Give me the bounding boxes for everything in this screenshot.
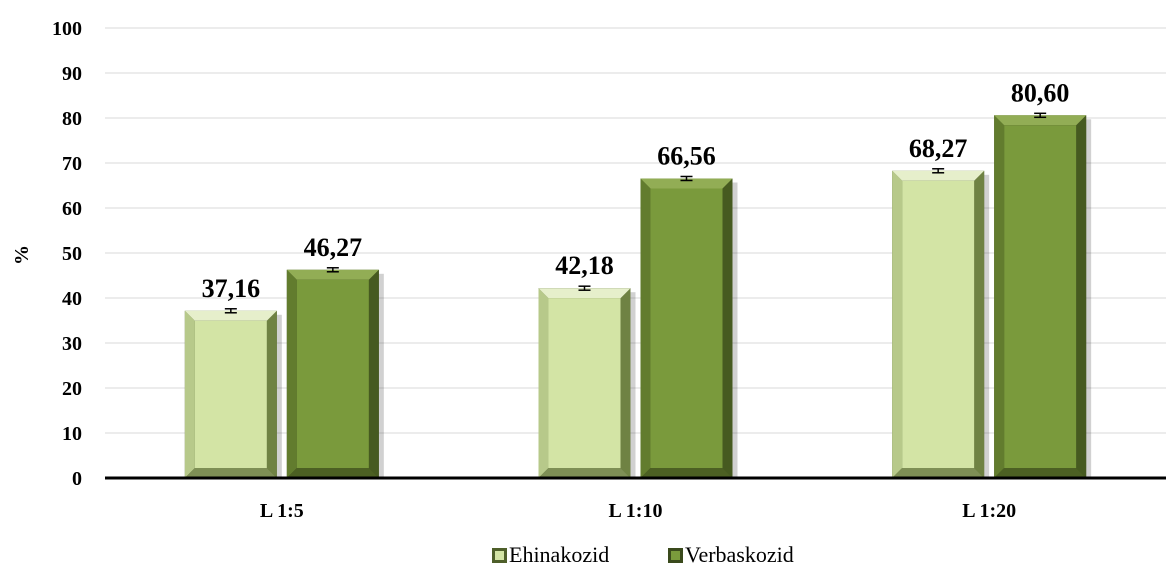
legend-swatch-face	[671, 551, 680, 560]
bar-bevel-top	[994, 115, 1087, 126]
error-bar	[1034, 112, 1047, 119]
bar-bevel-left	[184, 310, 195, 478]
y-tick-label: 0	[72, 468, 82, 490]
bar-face	[296, 279, 369, 468]
bar-bevel-left	[538, 288, 549, 478]
data-label: 68,27	[909, 134, 968, 163]
error-bar	[326, 267, 339, 273]
data-label: 80,60	[1011, 78, 1070, 107]
bar-bevel-top	[286, 269, 379, 280]
legend-swatch-face	[495, 551, 504, 560]
bar-bevel-right	[1076, 115, 1087, 479]
data-label: 42,18	[555, 251, 614, 280]
bar-ehinakozid: 68,27	[892, 134, 990, 478]
bar-face	[902, 180, 975, 468]
error-bar	[224, 308, 237, 314]
y-tick-label: 70	[62, 153, 82, 175]
y-tick-label: 90	[62, 63, 82, 85]
y-axis-title: %	[11, 245, 33, 265]
category-label: L 1:5	[260, 500, 304, 522]
bar-bevel-left	[640, 178, 651, 479]
bar-bevel-bottom	[286, 468, 379, 478]
error-bar	[578, 285, 591, 291]
bar-ehinakozid: 42,18	[538, 251, 636, 478]
bar-ehinakozid: 37,16	[184, 274, 282, 478]
category-labels: L 1:5 L 1:10 L 1:20	[260, 500, 1016, 522]
bar-bevel-left	[892, 170, 903, 478]
bar-face	[650, 188, 723, 469]
bar-bevel-right	[368, 269, 379, 478]
bar-bevel-top	[184, 310, 277, 321]
y-tick-label: 10	[62, 423, 82, 445]
y-tick-label: 60	[62, 198, 82, 220]
bar-bevel-right	[266, 310, 277, 478]
y-tick-label: 80	[62, 108, 82, 130]
bar-bevel-bottom	[994, 468, 1087, 478]
legend-item: Ehinakozid	[492, 542, 609, 567]
y-axis-ticks: 0 10 20 30 40 50 60 70 80 90 100	[52, 18, 82, 490]
bars: 37,16 46,27 42,18 66,56 68,27 80,60	[184, 78, 1092, 479]
bar-verbaskozid: 66,56	[640, 141, 738, 479]
legend-label: Ehinakozid	[509, 542, 609, 567]
bar-face	[1004, 125, 1077, 469]
category-label: L 1:20	[962, 500, 1016, 522]
bar-bevel-top	[892, 170, 985, 181]
bar-bevel-bottom	[892, 468, 985, 478]
y-tick-label: 50	[62, 243, 82, 265]
bar-bevel-right	[974, 170, 985, 478]
error-bar	[932, 168, 945, 174]
bar-bevel-bottom	[640, 468, 733, 478]
bar-bevel-left	[286, 269, 297, 478]
y-tick-label: 20	[62, 378, 82, 400]
data-label: 37,16	[202, 274, 261, 303]
bar-verbaskozid: 46,27	[286, 233, 384, 478]
bar-bevel-bottom	[538, 468, 631, 478]
legend: Ehinakozid Verbaskozid	[492, 542, 794, 567]
data-label: 66,56	[657, 141, 716, 170]
y-tick-label: 30	[62, 333, 82, 355]
legend-label: Verbaskozid	[685, 542, 794, 567]
bar-bevel-bottom	[184, 468, 277, 478]
bar-face	[194, 320, 267, 468]
bar-face	[548, 298, 621, 468]
y-tick-label: 100	[52, 18, 82, 40]
gridlines	[105, 27, 1166, 434]
bar-bevel-right	[620, 288, 631, 478]
data-label: 46,27	[304, 233, 363, 262]
bar-bevel-top	[538, 288, 631, 299]
legend-item: Verbaskozid	[668, 542, 794, 567]
bar-bevel-top	[640, 178, 733, 189]
y-tick-label: 40	[62, 288, 82, 310]
error-bar	[680, 175, 693, 182]
bar-bevel-left	[994, 115, 1005, 479]
bar-verbaskozid: 80,60	[994, 78, 1092, 479]
category-label: L 1:10	[609, 500, 663, 522]
bar-bevel-right	[722, 178, 733, 479]
